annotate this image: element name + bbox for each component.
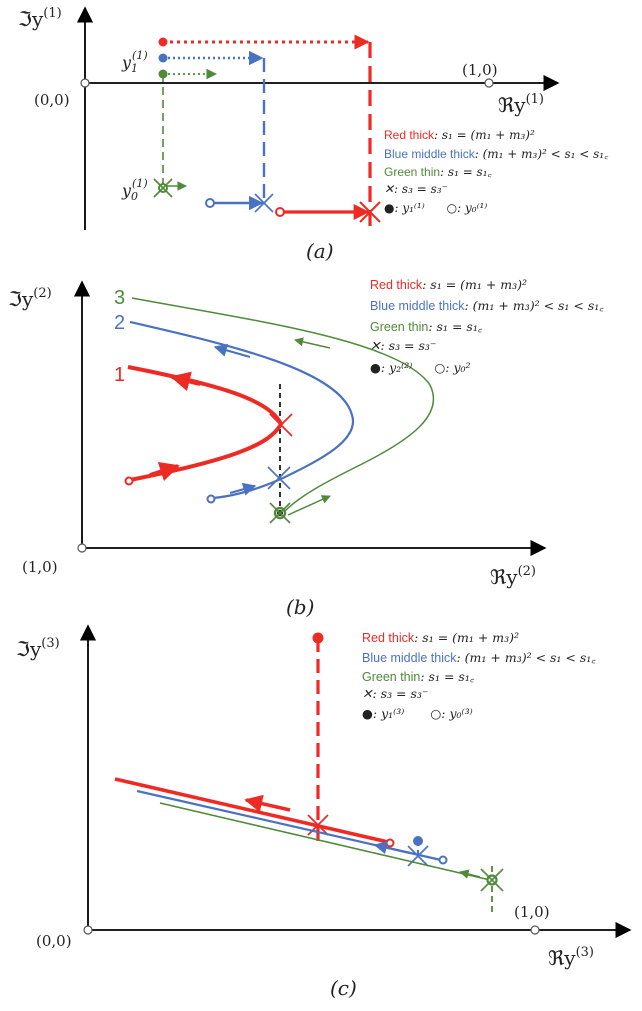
legend-green: Green thin: s₁ = s₁꜀ <box>370 319 483 334</box>
legend-red: Red thick: s₁ = (m₁ + m₃)² <box>384 128 535 142</box>
panel-b-legend: Red thick: s₁ = (m₁ + m₃)² Blue middle t… <box>370 277 604 375</box>
legend-blue: Blue middle thick: (m₁ + m₃)² < s₁ < s₁꜀ <box>370 298 604 313</box>
panel-a-y1-label: y1(1) <box>121 49 148 75</box>
legend-red: Red thick: s₁ = (m₁ + m₃)² <box>370 277 527 292</box>
panel-c-x-axis-label: ℜy(3) <box>548 945 594 970</box>
panel-c-origin-label: (0,0) <box>36 932 72 950</box>
legend-blue: Blue middle thick: (m₁ + m₃)² < s₁ < s₁꜀ <box>384 147 609 161</box>
panel-c-point-marker <box>530 925 540 935</box>
panel-a-caption: (a) <box>306 239 334 263</box>
panel-a-legend: Red thick: s₁ = (m₁ + m₃)² Blue middle t… <box>384 128 609 215</box>
legend-blue: Blue middle thick: (m₁ + m₃)² < s₁ < s₁꜀ <box>362 650 596 665</box>
panel-b-caption: (b) <box>286 595 314 619</box>
panel-b-curve-label-1: 1 <box>114 364 125 386</box>
panel-c-y-axis-label: ℑy(3) <box>16 636 60 661</box>
panel-c-origin-marker <box>83 925 93 935</box>
legend-cross: ✕: s₃ = s₃⁻ <box>384 182 448 196</box>
panel-b-y-axis-label: ℑy(2) <box>8 286 52 311</box>
panel-a-x-axis-label: ℜy(1) <box>498 92 544 117</box>
legend-dots: ●: y₂⁽²⁾ ○: y₀² <box>370 360 471 375</box>
panel-b-curve-label-2: 2 <box>114 312 125 334</box>
panel-a-origin-label: (0,0) <box>34 91 70 109</box>
panel-a-point-label: (1,0) <box>462 61 498 79</box>
panel-a-blue-path <box>158 50 274 213</box>
panel-a-y0-label: y0(1) <box>121 177 148 203</box>
panel-b-x-axis-label: ℜy(2) <box>490 564 536 589</box>
panel-b: ℑy(2) ℜy(2) (1,0) 1 2 3 <box>8 277 604 619</box>
panel-a-point-marker <box>484 78 494 88</box>
panel-b-red-curve <box>124 365 293 486</box>
panel-b-origin-marker <box>77 543 87 553</box>
panel-b-origin-label: (1,0) <box>22 558 58 576</box>
panel-c-green-path <box>159 802 504 913</box>
panel-c-red-path <box>114 632 395 848</box>
legend-green: Green thin: s₁ = s₁꜀ <box>384 165 493 179</box>
panel-b-green-curve <box>131 297 435 524</box>
legend-red: Red thick: s₁ = (m₁ + m₃)² <box>362 630 519 645</box>
panel-a-origin-marker <box>80 78 90 88</box>
panel-b-blue-curve <box>129 320 355 504</box>
panel-c-blue-path <box>136 789 448 867</box>
legend-dots: ●: y₁⁽¹⁾ ○: y₀⁽¹⁾ <box>384 201 487 215</box>
panel-b-curve-label-3: 3 <box>114 287 125 309</box>
panel-a-y-axis-label: ℑy(1) <box>18 6 62 31</box>
panel-c-caption: (c) <box>330 976 357 1000</box>
legend-cross: ✕: s₃ = s₃⁻ <box>362 686 429 701</box>
legend-dots: ●: y₁⁽³⁾ ○: y₀⁽³⁾ <box>362 706 473 721</box>
panel-c-legend: Red thick: s₁ = (m₁ + m₃)² Blue middle t… <box>362 630 596 721</box>
panel-c-point-label: (1,0) <box>514 903 550 921</box>
panel-a-green-path <box>153 68 218 198</box>
panel-a: ℑy(1) ℜy(1) (0,0) (1,0) y1(1) y0(1) <box>18 6 609 263</box>
legend-green: Green thin: s₁ = s₁꜀ <box>362 669 475 684</box>
panel-c: ℑy(3) ℜy(3) (0,0) (1,0) <box>16 624 632 1000</box>
legend-cross: ✕: s₃ = s₃⁻ <box>370 338 437 353</box>
panel-a-red-path <box>158 34 381 228</box>
